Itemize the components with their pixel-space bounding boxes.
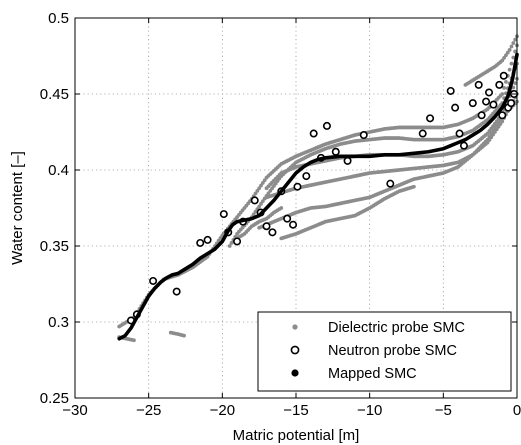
neutron-point xyxy=(333,149,339,155)
neutron-point xyxy=(234,238,240,244)
dielectric-point xyxy=(132,338,136,342)
neutron-point xyxy=(221,211,227,217)
neutron-point xyxy=(486,89,492,95)
y-tick-label-2: 0.35 xyxy=(40,238,69,255)
neutron-point xyxy=(252,197,258,203)
neutron-point xyxy=(496,82,502,88)
neutron-point xyxy=(173,288,179,294)
y-tick-label-4: 0.45 xyxy=(40,86,69,103)
neutron-point xyxy=(324,123,330,129)
dielectric-point xyxy=(510,62,514,66)
x-tick-label-4: −10 xyxy=(357,402,382,419)
neutron-series xyxy=(128,73,517,324)
x-tick-label-1: −25 xyxy=(136,402,161,419)
legend-marker-mapped xyxy=(291,369,298,376)
neutron-point xyxy=(490,101,496,107)
mapped-line xyxy=(119,54,517,338)
neutron-point xyxy=(269,229,275,235)
neutron-point xyxy=(303,173,309,179)
dielectric-series xyxy=(117,34,519,342)
dielectric-point xyxy=(513,38,517,42)
legend: Dielectric probe SMC Neutron probe SMC M… xyxy=(258,312,511,391)
neutron-point xyxy=(263,223,269,229)
legend-entry-neutron: Neutron probe SMC xyxy=(328,343,457,359)
neutron-point xyxy=(310,130,316,136)
dielectric-point xyxy=(508,48,512,52)
y-tick-label-5: 0.5 xyxy=(48,10,69,27)
x-tick-label-5: −5 xyxy=(435,402,452,419)
neutron-point xyxy=(420,130,426,136)
dielectric-point xyxy=(513,81,517,85)
neutron-point xyxy=(150,278,156,284)
neutron-point xyxy=(284,215,290,221)
neutron-point xyxy=(501,73,507,79)
neutron-point xyxy=(197,240,203,246)
dielectric-point xyxy=(508,68,512,72)
neutron-point xyxy=(456,130,462,136)
x-axis-label: Matric potential [m] xyxy=(233,427,360,444)
dielectric-point xyxy=(182,334,186,338)
y-tick-label-0: 0.25 xyxy=(40,390,69,407)
dielectric-point xyxy=(504,80,508,84)
dielectric-point xyxy=(510,45,514,49)
y-tick-label-3: 0.4 xyxy=(48,162,69,179)
x-tick-label-6: 0 xyxy=(513,402,521,419)
neutron-point xyxy=(361,132,367,138)
neutron-point xyxy=(294,184,300,190)
dielectric-point xyxy=(412,185,416,189)
neutron-point xyxy=(461,142,467,148)
neutron-point xyxy=(427,115,433,121)
x-tick-label-2: −20 xyxy=(210,402,235,419)
neutron-point xyxy=(290,222,296,228)
neutron-point xyxy=(508,100,514,106)
neutron-point xyxy=(470,100,476,106)
neutron-point xyxy=(483,98,489,104)
neutron-point xyxy=(448,88,454,94)
legend-entry-dielectric: Dielectric probe SMC xyxy=(328,320,465,336)
neutron-point xyxy=(452,104,458,110)
y-axis-label: Water content [–] xyxy=(9,151,26,265)
mapped-series xyxy=(119,54,517,338)
legend-entry-mapped: Mapped SMC xyxy=(328,366,417,382)
neutron-point xyxy=(344,158,350,164)
dielectric-point xyxy=(500,92,504,96)
neutron-point xyxy=(478,112,484,118)
dielectric-point xyxy=(279,206,283,210)
x-tick-label-3: −15 xyxy=(283,402,308,419)
legend-marker-neutron xyxy=(291,346,298,353)
y-tick-label-1: 0.3 xyxy=(48,314,69,331)
neutron-point xyxy=(204,237,210,243)
legend-marker-dielectric xyxy=(292,324,297,329)
dielectric-point xyxy=(511,41,515,45)
neutron-point xyxy=(475,82,481,88)
neutron-point xyxy=(387,180,393,186)
